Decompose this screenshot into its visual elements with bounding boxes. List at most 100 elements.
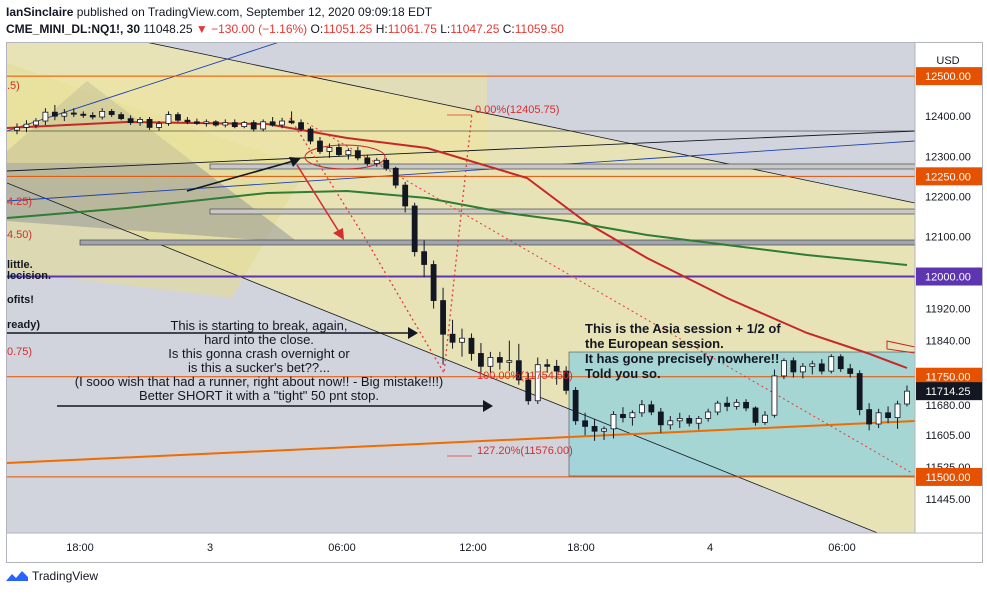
candle-body xyxy=(288,120,295,124)
price-marker-label: 12500.00 xyxy=(925,71,971,83)
session-annotation-line: Told you so. xyxy=(585,366,661,381)
candle-body xyxy=(411,205,418,253)
candle-body xyxy=(790,360,797,373)
price-marker-bg xyxy=(916,367,982,386)
candle-body xyxy=(449,333,456,343)
high-value: 11061.75 xyxy=(387,22,437,36)
candle-body xyxy=(553,365,560,372)
price-marker-label: 11500.00 xyxy=(925,472,970,484)
candle-body xyxy=(156,123,162,128)
candle-body xyxy=(648,404,655,413)
candle-body xyxy=(894,403,901,419)
left-edge-label: .5) xyxy=(7,80,20,92)
candle-body xyxy=(799,365,806,373)
x-tick-label: 06:00 xyxy=(328,542,356,554)
candle-body xyxy=(856,373,863,410)
candle-body xyxy=(809,363,816,367)
time-axis[interactable] xyxy=(7,533,982,562)
left-edge-label: ofits! xyxy=(7,294,34,306)
candle-body xyxy=(771,375,778,416)
candle-body xyxy=(279,120,286,126)
candle-body xyxy=(733,401,740,407)
candle-body xyxy=(572,389,579,422)
low-label: L: xyxy=(440,22,451,36)
session-annotation-line: It has gone precisely nowhere!! xyxy=(585,351,779,366)
candle-body xyxy=(193,121,200,124)
candle-body xyxy=(421,251,428,265)
candle-body xyxy=(885,412,891,419)
candle-body xyxy=(459,337,465,343)
candle-body xyxy=(762,414,768,423)
x-tick-label: 06:00 xyxy=(828,542,856,554)
arrow-black-head xyxy=(289,157,301,167)
x-tick-label: 18:00 xyxy=(567,542,595,554)
x-tick-label: 4 xyxy=(707,542,713,554)
high-label: H: xyxy=(375,22,388,36)
candle-body xyxy=(51,111,58,117)
price-chart[interactable]: 0.00%(12405.75) 127.20%(11576.00) 100.00%(… xyxy=(7,43,982,562)
candle-body xyxy=(108,110,115,115)
fib-label: 100.00%(11754.50) xyxy=(477,370,573,382)
candle-body xyxy=(714,402,721,413)
price-markers: 12500.00 12250.00 12000.00 11750.00 11500.00… xyxy=(916,67,982,486)
candle-body xyxy=(818,363,825,372)
candle-body xyxy=(42,111,49,122)
last-price-marker-label: 11714.25 xyxy=(925,386,970,398)
arrow-red-head xyxy=(333,228,344,240)
x-tick-label: 12:00 xyxy=(459,542,487,554)
y-tick-label: 12100.00 xyxy=(925,231,971,243)
candle-body xyxy=(837,356,844,370)
candle-body xyxy=(496,357,503,363)
candle-body xyxy=(866,409,873,425)
candle-body xyxy=(61,112,68,117)
price-axis[interactable] xyxy=(915,43,982,533)
price-marker-bg xyxy=(916,267,982,286)
y-tick-label: 11920.00 xyxy=(925,304,970,316)
candle-body xyxy=(203,121,210,124)
candle-body xyxy=(127,118,134,124)
y-tick-label: 11680.00 xyxy=(925,400,970,412)
upper-trendline xyxy=(7,130,915,172)
change-value: ▼ −130.00 (−1.16%) xyxy=(195,22,308,36)
candle-body xyxy=(781,360,787,377)
candle-body xyxy=(326,147,333,152)
annotation-line: (I sooo wish that had a runner, right ab… xyxy=(75,374,444,389)
arrow-red-line xyxy=(296,164,342,236)
candle-body xyxy=(80,113,87,116)
close-label: C: xyxy=(502,22,515,36)
session-box xyxy=(568,351,915,477)
open-value: 11051.25 xyxy=(323,22,373,36)
x-tick-label: 18:00 xyxy=(66,542,94,554)
candle-body xyxy=(146,119,153,128)
currency-label: USD xyxy=(936,55,959,67)
candle-body xyxy=(582,420,588,427)
candle-body xyxy=(610,413,617,430)
chart-area[interactable]: 0.00%(12405.75) 127.20%(11576.00) 100.00%(… xyxy=(6,42,983,563)
candle-body xyxy=(222,122,229,126)
candle-body xyxy=(904,390,910,405)
annotation-line: Better SHORT it with a "tight" 50 pnt st… xyxy=(139,388,379,403)
candle-body xyxy=(724,402,731,407)
session-annotation-line: the European session. xyxy=(585,336,724,351)
candle-body xyxy=(260,121,267,130)
candle-body xyxy=(383,159,390,169)
price-marker-bg xyxy=(916,467,982,486)
brand-label: TradingView xyxy=(32,569,99,583)
annotations: This is starting to break, again,hard in… xyxy=(75,318,782,403)
candle-body xyxy=(241,122,248,128)
candle-body xyxy=(354,150,361,159)
sr-band-1 xyxy=(209,163,915,170)
green-moving-average xyxy=(7,189,908,266)
candle-body xyxy=(118,114,125,120)
annotation-line: This is starting to break, again, xyxy=(170,318,347,333)
close-value: 11059.50 xyxy=(514,22,564,36)
candle-body xyxy=(525,379,532,402)
candle-body xyxy=(629,412,636,419)
left-edge-label: 0.75) xyxy=(7,346,32,358)
sr-band-2 xyxy=(209,208,915,215)
tradingview-logo-icon[interactable] xyxy=(6,570,28,582)
candle-body xyxy=(534,364,541,402)
candle-body xyxy=(847,368,854,374)
candle-body xyxy=(392,167,399,186)
y-tick-label: 11445.00 xyxy=(925,494,970,506)
